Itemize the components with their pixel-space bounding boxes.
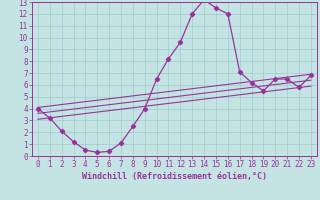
X-axis label: Windchill (Refroidissement éolien,°C): Windchill (Refroidissement éolien,°C) [82,172,267,181]
